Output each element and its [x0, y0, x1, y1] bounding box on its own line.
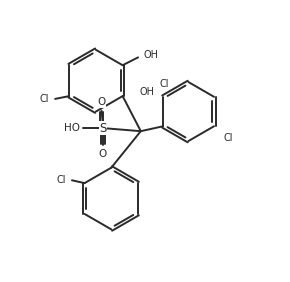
Text: Cl: Cl: [39, 94, 49, 104]
Text: Cl: Cl: [160, 79, 169, 89]
Text: OH: OH: [144, 50, 159, 60]
Text: O: O: [97, 97, 106, 107]
Text: HO: HO: [64, 123, 80, 133]
Text: S: S: [99, 122, 107, 135]
Text: OH: OH: [139, 87, 155, 97]
Text: Cl: Cl: [224, 133, 233, 143]
Text: Cl: Cl: [57, 175, 66, 185]
Text: O: O: [99, 149, 107, 158]
